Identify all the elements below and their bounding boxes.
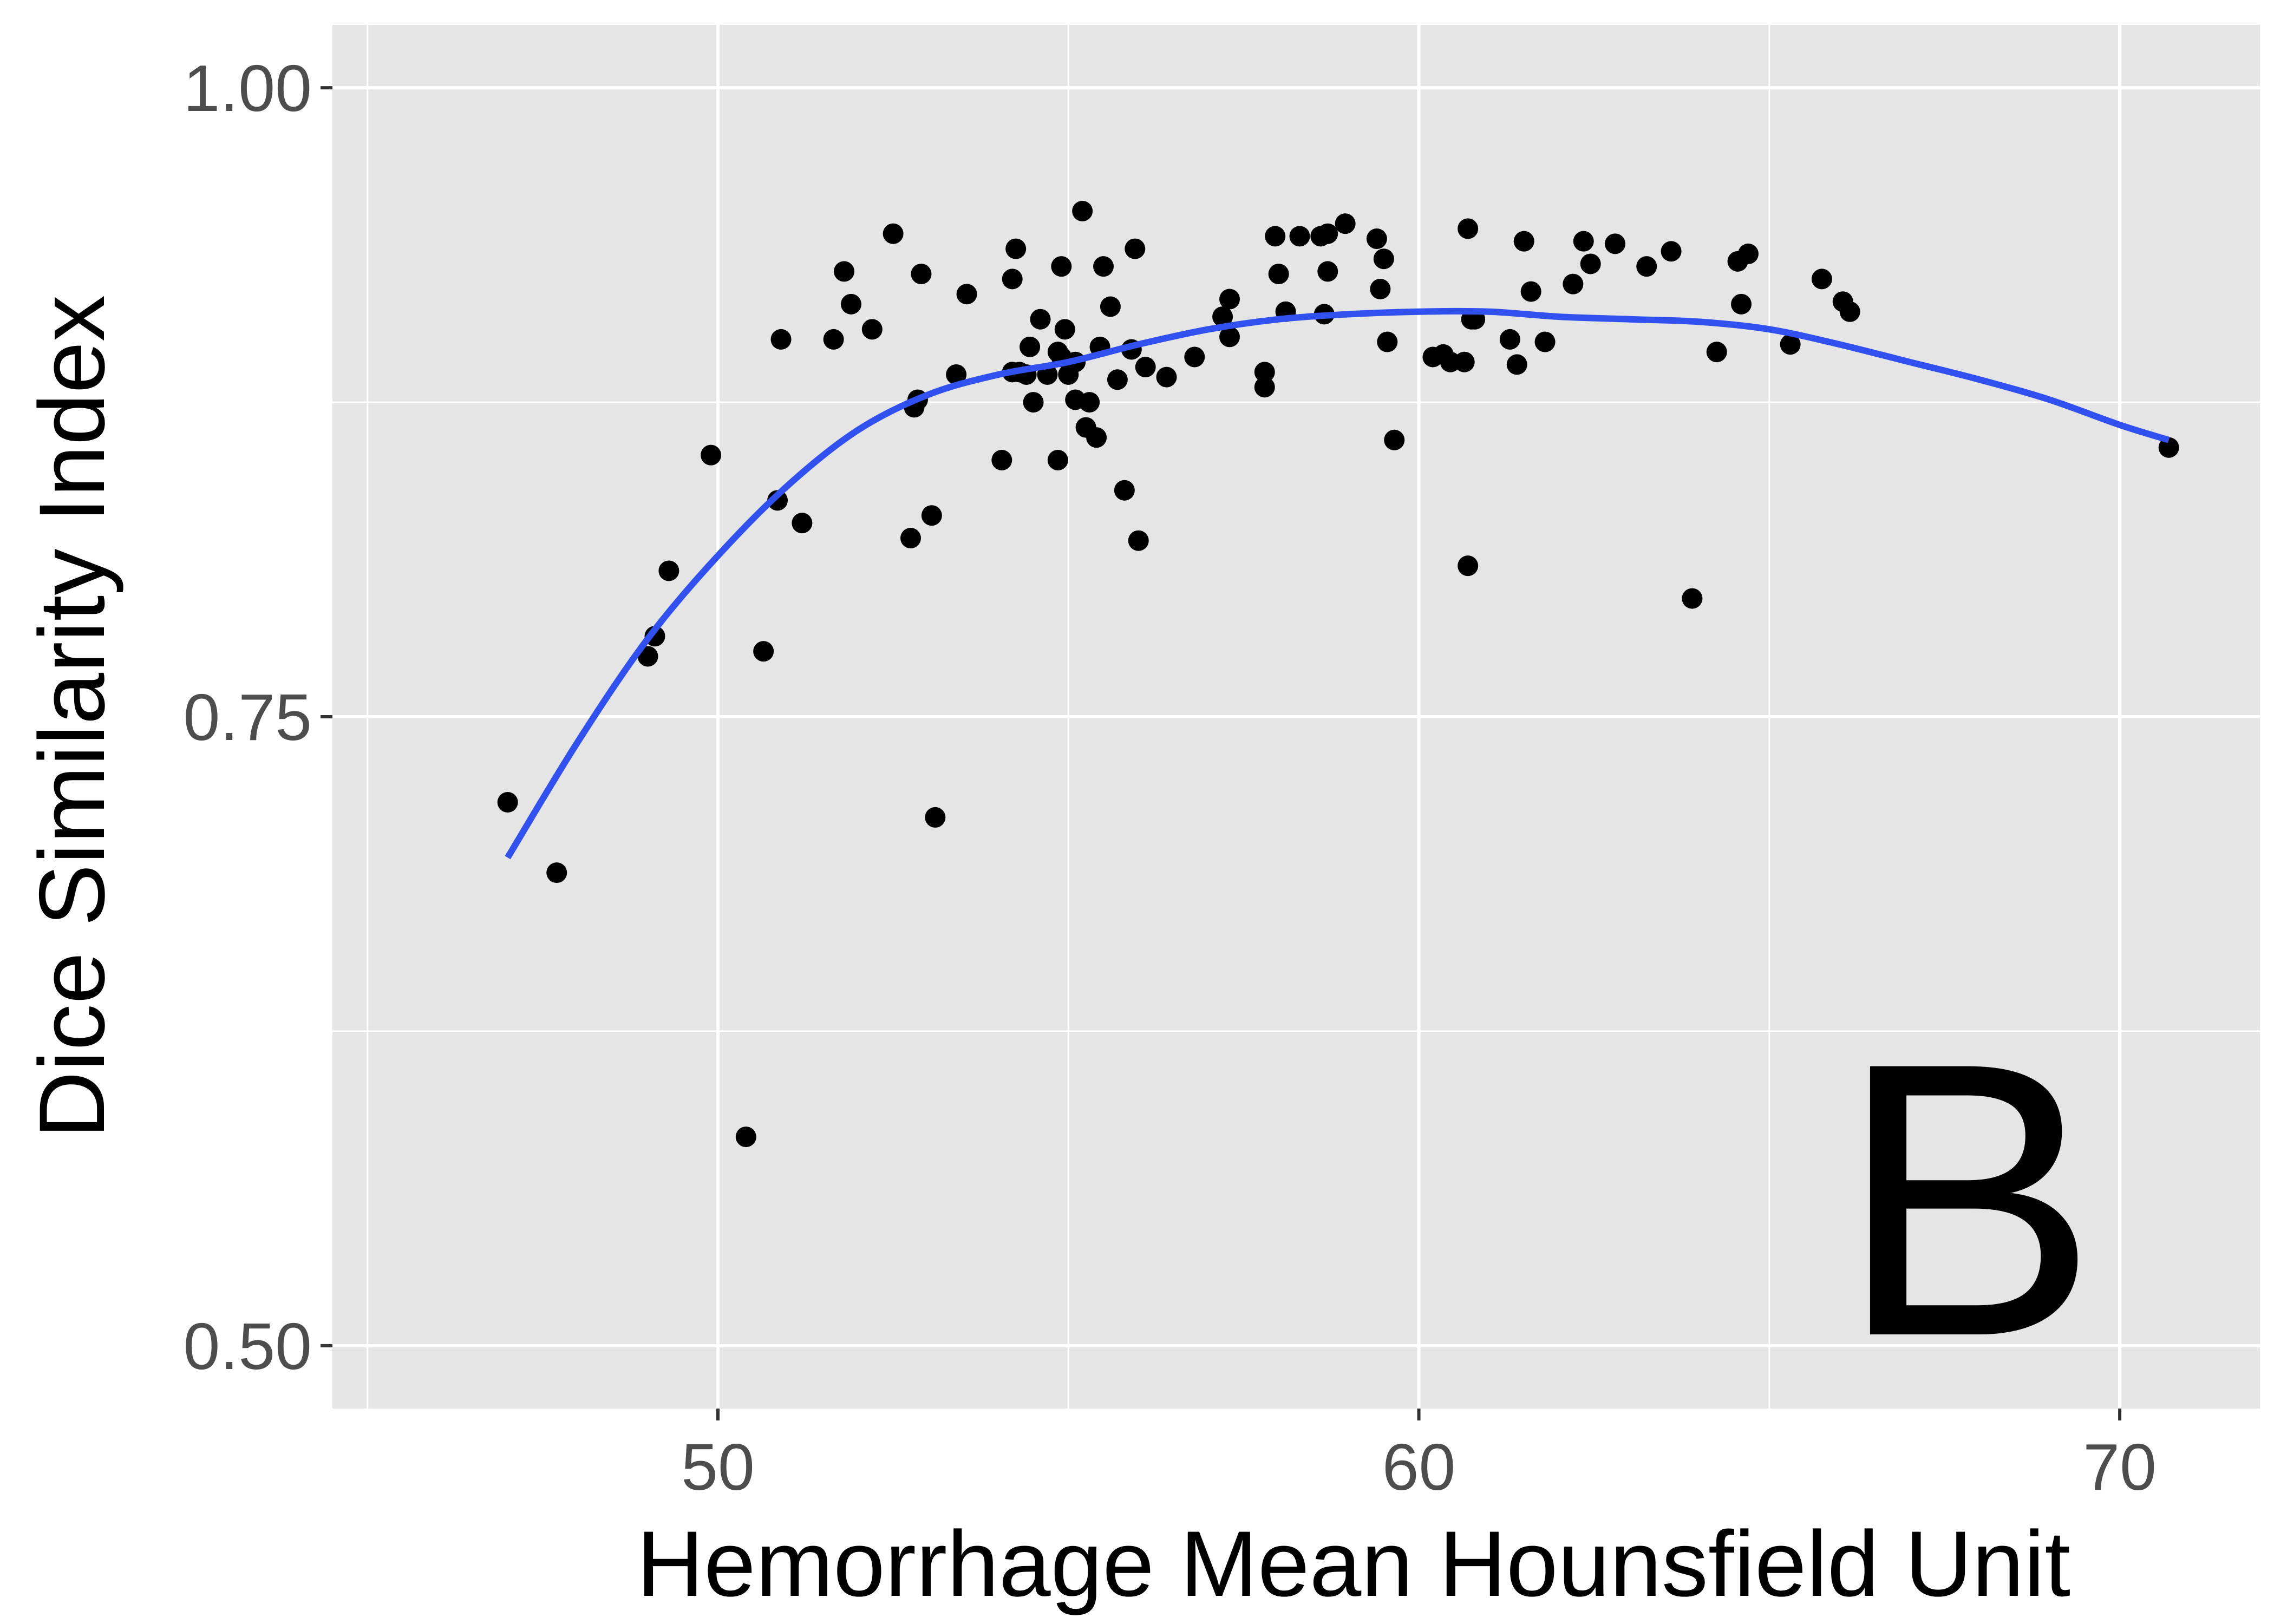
data-point	[658, 560, 679, 581]
y-tick-label: 0.50	[184, 1309, 312, 1383]
data-point	[1458, 218, 1479, 239]
data-point	[1370, 278, 1391, 299]
data-point	[1002, 269, 1023, 290]
data-point	[1254, 362, 1275, 383]
data-point	[911, 264, 932, 285]
x-axis-ticks: 50 60 70	[681, 1409, 2157, 1504]
data-point	[1682, 588, 1703, 609]
data-point	[1605, 233, 1626, 254]
y-tick-label: 0.75	[184, 680, 312, 754]
data-point	[1135, 357, 1156, 378]
data-point	[1289, 226, 1310, 247]
x-tick-label: 70	[2083, 1430, 2157, 1504]
data-point	[1023, 392, 1044, 413]
data-point	[1839, 301, 1860, 322]
data-point	[1506, 354, 1527, 375]
data-point	[1706, 342, 1727, 363]
data-point	[1454, 351, 1475, 372]
data-point	[1373, 248, 1394, 270]
data-point	[1580, 253, 1601, 274]
data-point	[1563, 273, 1584, 294]
data-points	[497, 200, 2179, 1148]
data-point	[1125, 238, 1146, 259]
data-point	[1520, 281, 1541, 302]
data-point	[823, 329, 844, 350]
data-point	[1335, 213, 1356, 234]
data-point	[1156, 366, 1177, 388]
data-point	[1005, 238, 1027, 259]
data-point	[1219, 326, 1240, 348]
x-tick-label: 50	[681, 1430, 755, 1504]
data-point	[883, 223, 904, 244]
data-point	[834, 261, 855, 282]
data-point	[1636, 256, 1657, 277]
data-point	[1072, 200, 1093, 221]
data-point	[497, 792, 518, 813]
data-point	[1731, 293, 1752, 315]
data-point	[1458, 555, 1479, 577]
data-point	[1366, 228, 1387, 250]
data-point	[956, 284, 977, 305]
data-point	[861, 319, 883, 340]
data-point	[1737, 243, 1759, 264]
data-point	[735, 1127, 756, 1148]
data-point	[637, 646, 658, 667]
data-point	[900, 528, 921, 549]
data-point	[840, 293, 861, 315]
data-point	[2158, 437, 2179, 458]
data-point	[925, 807, 946, 828]
y-axis-ticks: 0.50 0.75 1.00	[184, 51, 332, 1383]
smooth-trend-line	[505, 307, 2170, 860]
data-point	[767, 490, 788, 511]
data-point	[1268, 264, 1289, 285]
data-point	[1054, 319, 1075, 340]
data-point	[1811, 269, 1832, 290]
x-tick-label: 60	[1382, 1430, 1456, 1504]
data-point	[792, 513, 813, 534]
data-point	[1499, 329, 1520, 350]
data-point	[1114, 480, 1135, 501]
data-point	[1780, 334, 1801, 355]
data-point	[770, 329, 792, 350]
data-point	[1093, 256, 1114, 277]
data-point	[1079, 392, 1100, 413]
major-gridlines	[332, 25, 2260, 1409]
data-point	[1020, 336, 1041, 357]
data-point	[546, 862, 567, 883]
data-point	[1184, 346, 1205, 368]
data-point	[1513, 231, 1534, 252]
data-point	[1573, 231, 1594, 252]
data-point	[1534, 331, 1556, 352]
data-point	[1030, 309, 1051, 330]
y-axis-title: Dice Similarity Index	[20, 295, 124, 1138]
x-axis-title: Hemorrhage Mean Hounsfield Unit	[637, 1512, 2070, 1616]
data-point	[701, 444, 722, 466]
data-point	[1317, 261, 1338, 282]
data-point	[991, 449, 1012, 470]
data-point	[1377, 331, 1398, 352]
data-point	[1661, 241, 1682, 262]
data-point	[1107, 369, 1128, 390]
data-point	[1317, 223, 1338, 244]
data-point	[1047, 449, 1068, 470]
panel-annotation: B	[1838, 981, 2098, 1417]
data-point	[1212, 306, 1233, 328]
data-point	[921, 505, 942, 526]
data-point	[946, 364, 967, 385]
data-point	[1051, 256, 1072, 277]
data-point	[1100, 296, 1121, 317]
data-point	[753, 641, 774, 662]
data-point	[1384, 429, 1405, 450]
data-point	[1219, 289, 1240, 310]
data-point	[1086, 427, 1107, 448]
data-point	[1254, 377, 1275, 398]
y-tick-label: 1.00	[184, 51, 312, 125]
data-point	[1128, 530, 1149, 551]
data-point	[1265, 226, 1286, 247]
